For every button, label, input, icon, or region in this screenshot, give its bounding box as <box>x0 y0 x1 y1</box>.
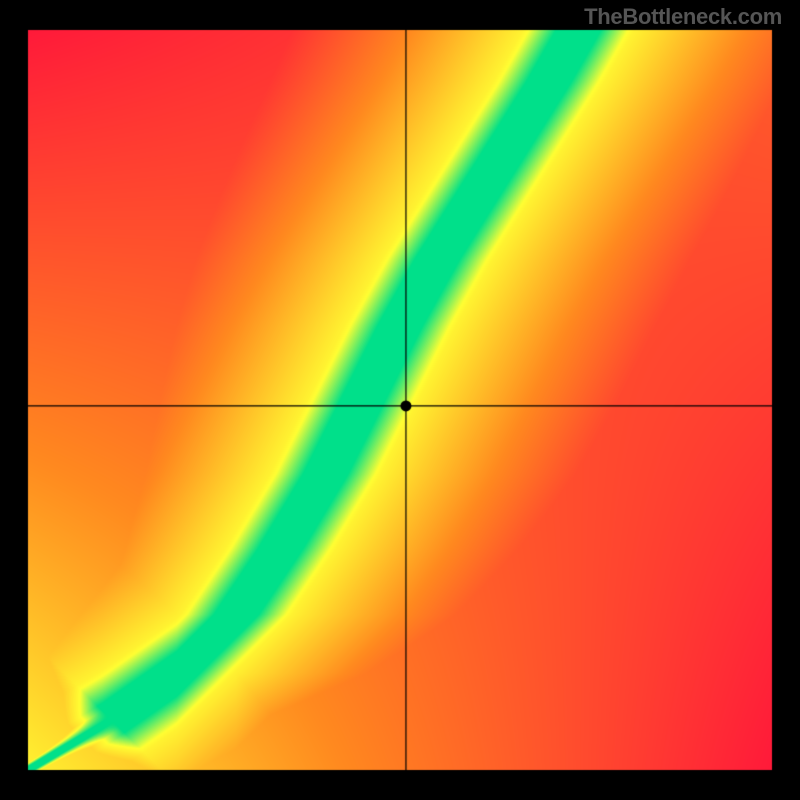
chart-container: TheBottleneck.com <box>0 0 800 800</box>
attribution-label: TheBottleneck.com <box>584 4 782 30</box>
heatmap-canvas <box>0 0 800 800</box>
